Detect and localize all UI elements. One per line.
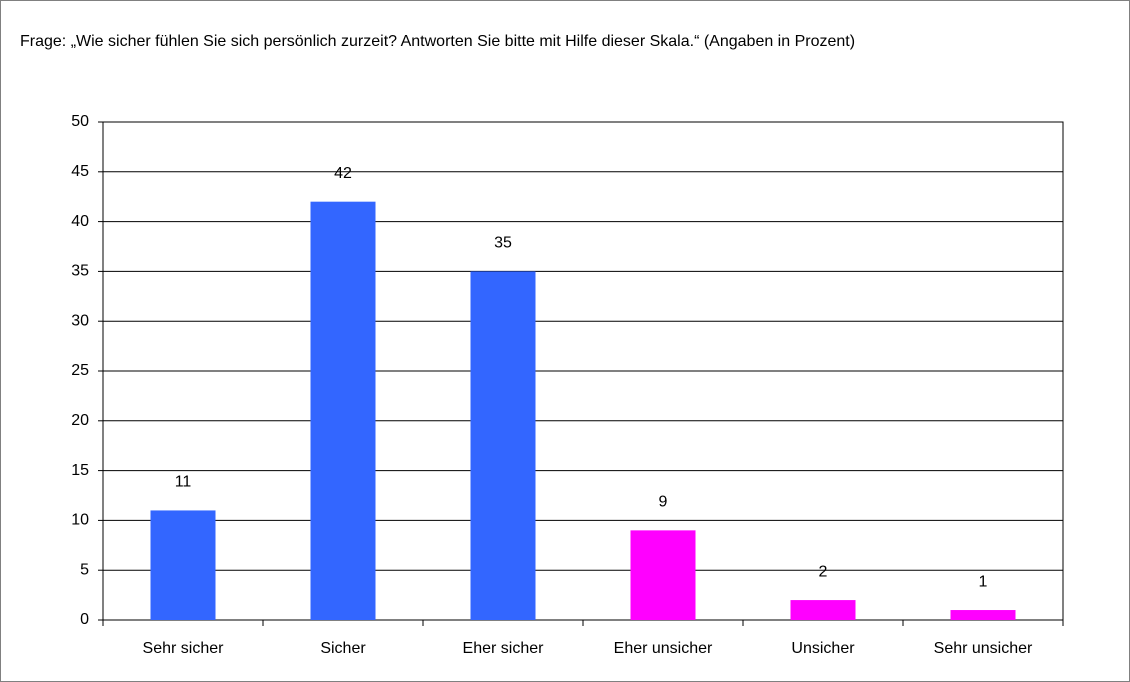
x-tick-label: Eher sicher <box>463 640 545 657</box>
x-tick-label: Sehr unsicher <box>934 640 1033 657</box>
bar <box>790 600 856 620</box>
bar <box>950 610 1016 620</box>
y-tick-label: 30 <box>71 312 89 329</box>
y-tick-label: 25 <box>71 362 89 379</box>
x-tick-label: Unsicher <box>791 640 855 657</box>
chart-title: Frage: „Wie sicher fühlen Sie sich persö… <box>20 33 856 50</box>
y-tick-label: 0 <box>80 611 89 628</box>
x-tick-label: Sehr sicher <box>143 640 225 657</box>
y-tick-label: 20 <box>71 412 89 429</box>
bar <box>470 271 536 620</box>
y-tick-label: 5 <box>80 561 89 578</box>
data-label: 2 <box>819 563 828 580</box>
y-tick-label: 40 <box>71 213 89 230</box>
data-label: 35 <box>494 235 512 252</box>
y-tick-label: 35 <box>71 263 89 280</box>
x-tick-label: Sicher <box>320 640 366 657</box>
y-tick-label: 50 <box>71 113 89 130</box>
data-label: 9 <box>659 494 668 511</box>
data-label: 11 <box>175 474 192 491</box>
y-tick-label: 45 <box>71 163 89 180</box>
data-label: 1 <box>979 573 988 590</box>
bar <box>630 530 696 620</box>
bar <box>150 510 216 620</box>
bar <box>310 201 376 620</box>
y-tick-label: 10 <box>71 512 89 529</box>
data-label: 42 <box>334 165 352 182</box>
x-tick-label: Eher unsicher <box>614 640 713 657</box>
y-tick-label: 15 <box>71 462 89 479</box>
